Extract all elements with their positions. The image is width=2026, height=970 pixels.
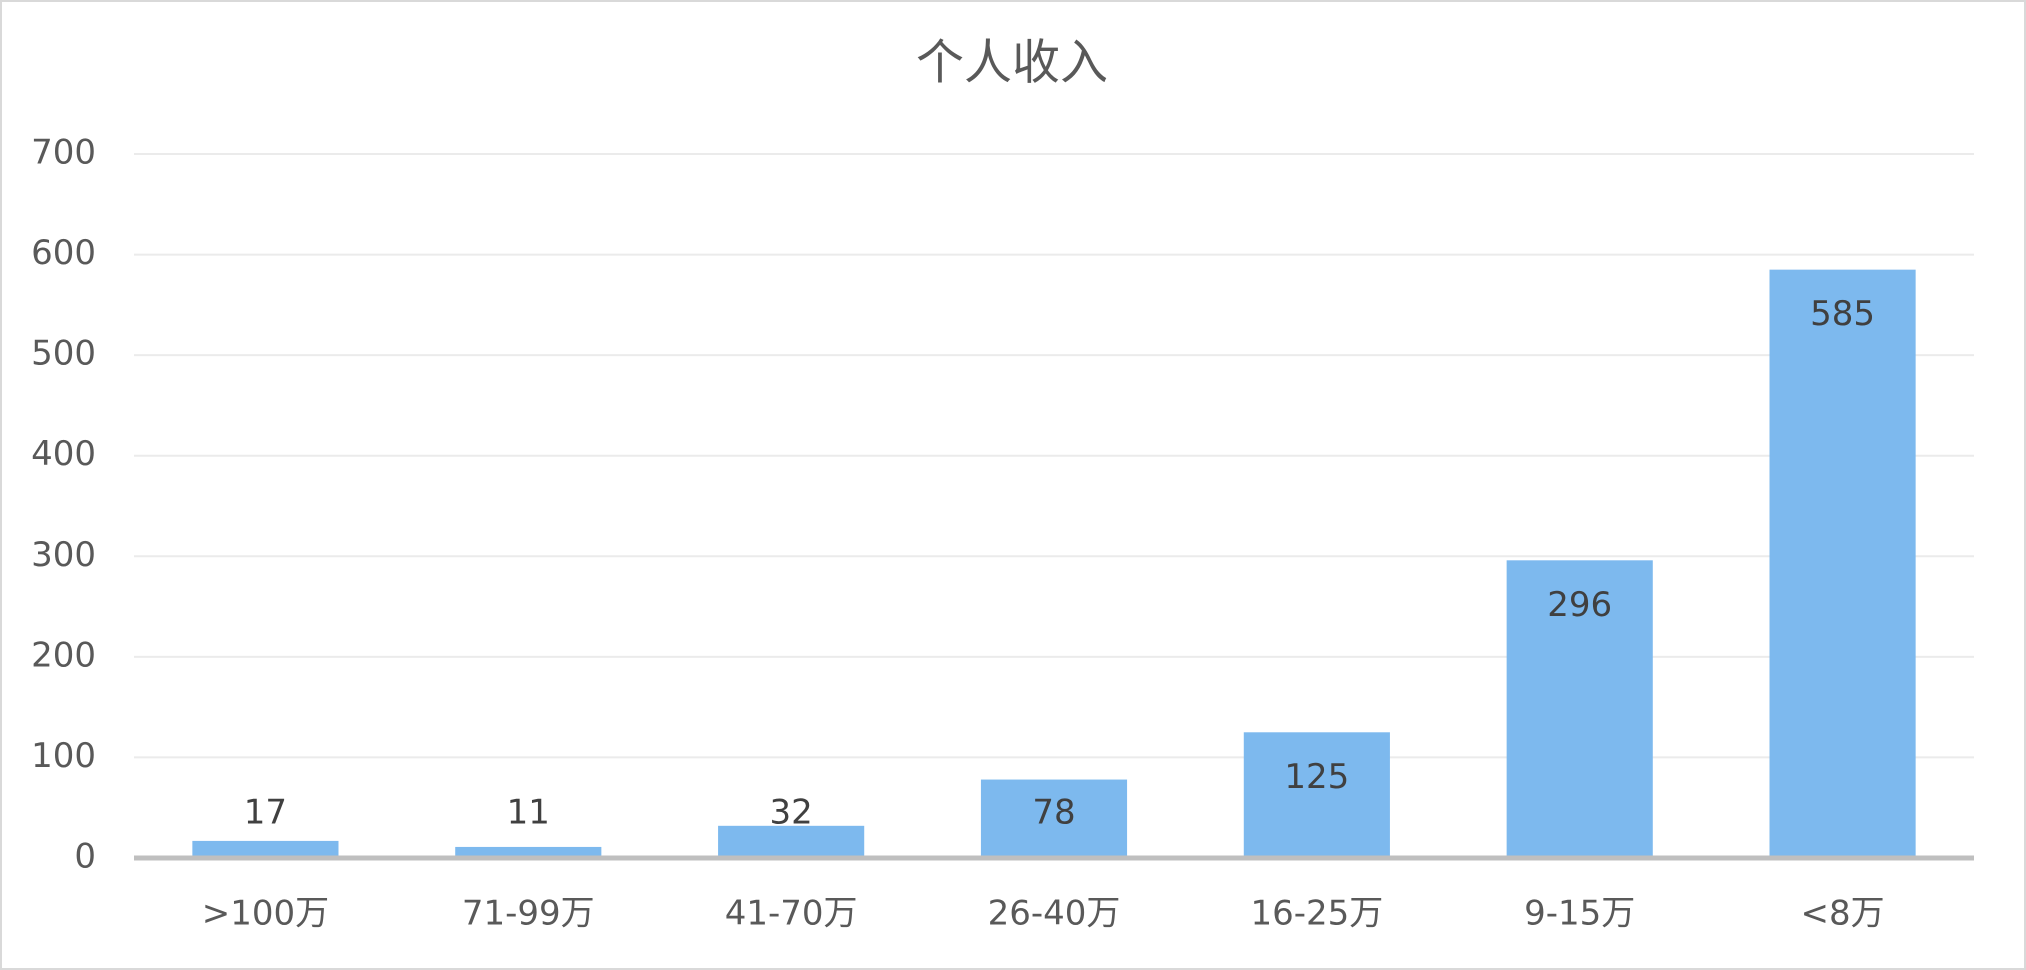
y-tick-label: 300 <box>31 535 96 575</box>
x-tick-label: <8万 <box>1801 894 1885 934</box>
y-tick-label: 600 <box>31 233 96 273</box>
data-label: 296 <box>1547 585 1612 625</box>
y-tick-label: 100 <box>31 736 96 776</box>
bar <box>455 846 602 858</box>
data-label: 32 <box>770 793 813 833</box>
x-tick-label: >100万 <box>202 894 329 934</box>
data-label: 585 <box>1810 294 1875 334</box>
bar <box>1769 269 1916 859</box>
bar <box>1506 560 1653 858</box>
bar <box>718 825 865 858</box>
x-tick-label: 41-70万 <box>725 894 858 934</box>
data-label: 11 <box>507 793 550 833</box>
y-tick-label: 500 <box>31 334 96 374</box>
chart-title: 个人收入 <box>916 35 1108 91</box>
data-label: 78 <box>1032 793 1075 833</box>
bar <box>192 840 339 858</box>
data-label: 125 <box>1284 757 1349 797</box>
y-tick-label: 700 <box>31 133 96 173</box>
x-tick-label: 16-25万 <box>1250 894 1383 934</box>
y-tick-label: 200 <box>31 635 96 675</box>
x-tick-label: 9-15万 <box>1524 894 1635 934</box>
x-tick-label: 26-40万 <box>988 894 1121 934</box>
y-tick-label: 0 <box>74 837 96 877</box>
x-tick-label: 71-99万 <box>462 894 595 934</box>
data-label: 17 <box>244 793 287 833</box>
bar <box>1243 732 1390 858</box>
y-tick-label: 400 <box>31 434 96 474</box>
bar <box>980 779 1128 858</box>
